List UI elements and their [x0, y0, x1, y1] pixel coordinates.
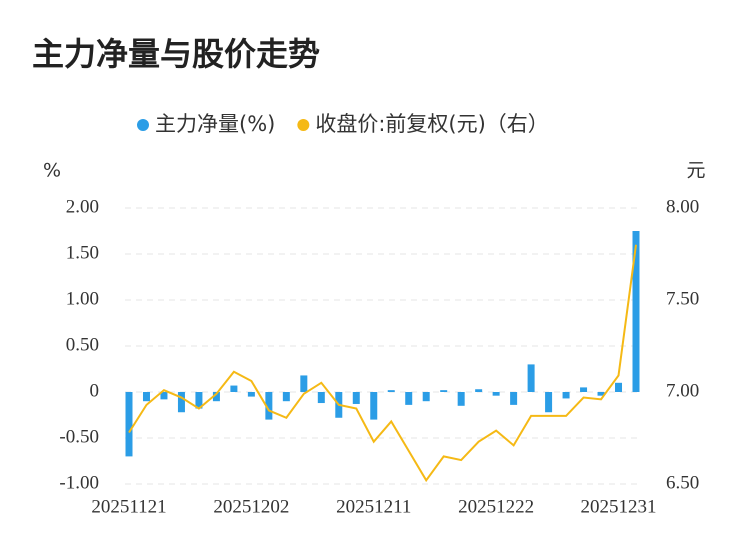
legend-marker: [297, 119, 310, 131]
bar: [405, 392, 413, 405]
chart-title: 主力净量与股价走势: [32, 35, 320, 73]
x-tick-label: 20251121: [91, 496, 166, 517]
legend-label: 主力净量(%): [155, 112, 275, 136]
y-tick-label: -0.50: [59, 426, 99, 447]
bar: [212, 392, 220, 402]
x-tick-label: 20251202: [213, 496, 289, 517]
y-tick-label: -1.00: [59, 472, 99, 493]
y2-tick-label: 6.50: [666, 472, 699, 493]
bar: [440, 390, 448, 392]
y2-unit: 元: [686, 160, 705, 182]
x-tick-label: 20251231: [581, 496, 657, 517]
bar: [387, 390, 395, 392]
bar: [370, 392, 378, 420]
bar: [247, 392, 255, 397]
bar: [527, 364, 535, 392]
y-tick-label: 0.50: [66, 334, 99, 355]
bar: [562, 392, 570, 399]
bar: [615, 382, 623, 392]
bar: [125, 392, 133, 457]
y2-tick-label: 7.00: [666, 380, 699, 401]
bar: [492, 392, 500, 396]
y-tick-label: 1.00: [66, 288, 99, 309]
bar: [475, 389, 483, 392]
bar: [580, 387, 588, 392]
bar: [160, 392, 168, 400]
y2-tick-label: 7.50: [666, 288, 699, 309]
bar: [317, 392, 325, 404]
bar: [510, 392, 518, 405]
bar: [300, 375, 308, 392]
bar: [545, 392, 553, 413]
bar: [352, 392, 360, 404]
y2-tick-label: 8.00: [666, 196, 699, 217]
x-tick-label: 20251222: [458, 496, 534, 517]
legend-label: 收盘价:前复权(元)（右）: [315, 112, 548, 136]
y-tick-label: 2.00: [66, 196, 99, 217]
y-tick-label: 0: [90, 380, 100, 401]
legend-marker: [137, 119, 149, 131]
bar: [230, 385, 238, 392]
price-line: [128, 244, 637, 483]
bar: [422, 392, 430, 402]
x-tick-label: 20251211: [336, 496, 411, 517]
bar: [142, 392, 150, 402]
y-tick-label: 1.50: [66, 242, 99, 263]
bar: [282, 392, 290, 402]
y-unit: %: [43, 160, 61, 182]
bar: [195, 392, 203, 409]
bar: [632, 231, 640, 392]
bar: [457, 392, 465, 406]
bar: [597, 392, 605, 396]
bar: [265, 392, 273, 420]
bar: [177, 392, 185, 413]
